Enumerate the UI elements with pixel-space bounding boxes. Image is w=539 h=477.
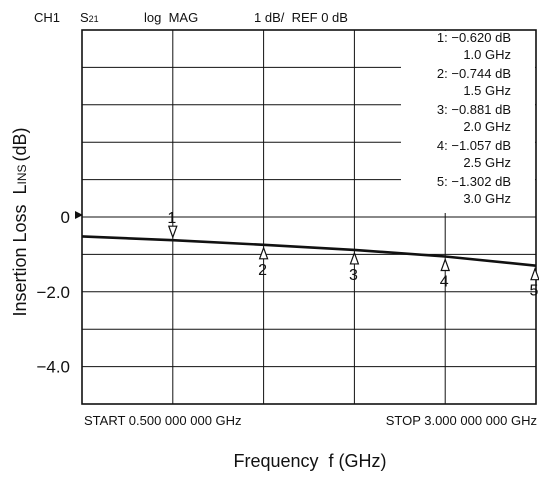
x-axis-title: Frequency f (GHz)	[233, 451, 386, 471]
start-frequency-label: START 0.500 000 000 GHz	[84, 413, 242, 428]
y-tick-label: 0	[61, 208, 70, 227]
trace-markers: 1 2 3 4 5	[167, 210, 539, 300]
marker-table-frequency: 2.0 GHz	[463, 119, 511, 134]
y-axis-title: Insertion Loss LINS(dB)	[10, 127, 30, 316]
scale-reference-label: 1 dB/ REF 0 dB	[254, 10, 348, 25]
marker-5-icon	[530, 266, 539, 281]
y-tick-label: −2.0	[36, 283, 70, 302]
marker-3-icon	[349, 251, 360, 265]
y-axis-ticks: 0 −2.0 −4.0	[36, 208, 70, 377]
marker-1-label: 1	[167, 210, 176, 227]
marker-table-value: 1: −0.620 dB	[437, 30, 511, 45]
format-label: log MAG	[144, 10, 198, 25]
marker-5-label: 5	[530, 283, 539, 300]
marker-2-icon	[258, 246, 269, 260]
marker-table-frequency: 1.0 GHz	[463, 47, 511, 62]
marker-table-value: 2: −0.744 dB	[437, 66, 511, 81]
stop-frequency-label: STOP 3.000 000 000 GHz	[386, 413, 537, 428]
marker-table: 1: −0.620 dB 1.0 GHz 2: −0.744 dB 1.5 GHz 3:…	[437, 30, 511, 206]
marker-table-frequency: 2.5 GHz	[463, 155, 511, 170]
marker-4-label: 4	[440, 274, 449, 291]
marker-1-icon	[167, 225, 178, 239]
plot-grid	[82, 30, 536, 404]
s21-trace	[81, 235, 537, 267]
channel-label: CH1	[34, 10, 60, 25]
parameter-label: S21	[80, 10, 99, 25]
marker-table-frequency: 3.0 GHz	[463, 191, 511, 206]
y-tick-label: −4.0	[36, 358, 70, 377]
marker-table-value: 4: −1.057 dB	[437, 138, 511, 153]
marker-table-value: 3: −0.881 dB	[437, 102, 511, 117]
marker-4-icon	[440, 257, 451, 272]
marker-table-value: 5: −1.302 dB	[437, 174, 511, 189]
marker-2-label: 2	[258, 262, 267, 279]
marker-table-box	[401, 31, 535, 213]
marker-table-frequency: 1.5 GHz	[463, 83, 511, 98]
reference-arrow-icon	[75, 211, 83, 219]
plot-frame	[81, 29, 537, 405]
marker-3-label: 3	[349, 267, 358, 284]
